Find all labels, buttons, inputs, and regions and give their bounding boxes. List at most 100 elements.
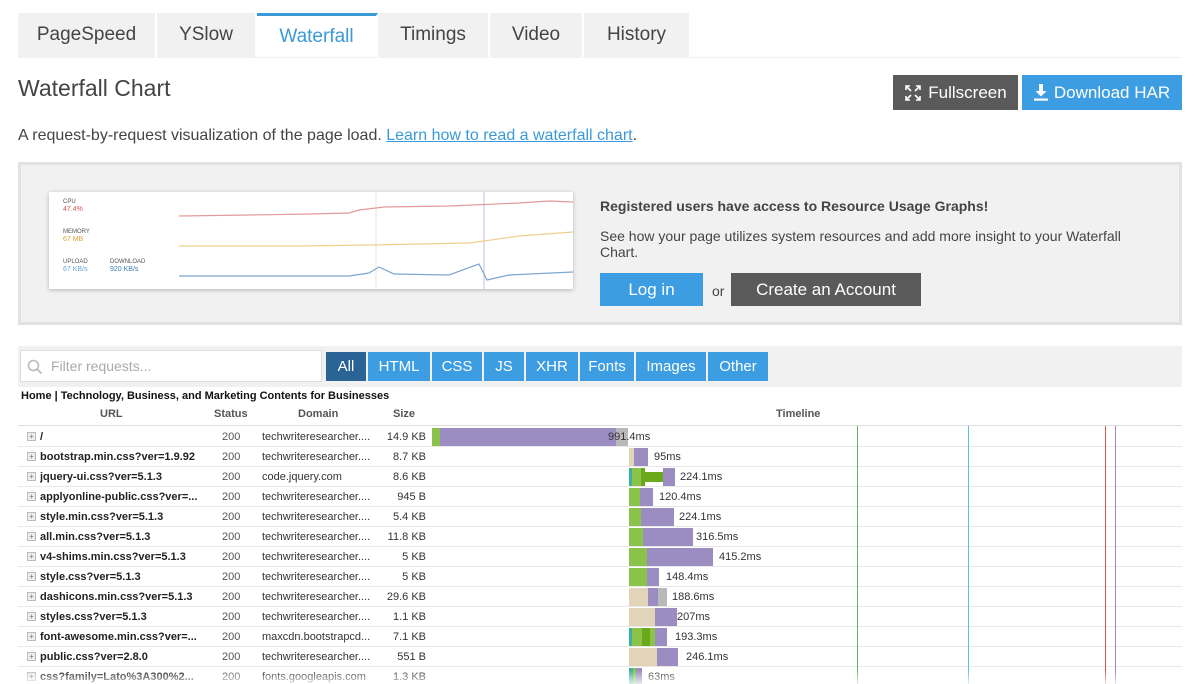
intro-text: A request-by-request visualization of th… — [18, 127, 638, 144]
request-domain: techwriteresearcher.... — [262, 611, 371, 623]
timing-segment-connect — [632, 628, 637, 646]
expand-row-icon[interactable]: + — [27, 592, 36, 601]
timing-segment-blocking — [629, 448, 634, 466]
expand-row-icon[interactable]: + — [27, 492, 36, 501]
download-har-button[interactable]: Download HAR — [1022, 75, 1182, 110]
request-timeline[interactable]: 415.2ms — [430, 547, 1182, 567]
request-size: 8.6 KB — [392, 471, 426, 483]
expand-row-icon[interactable]: + — [27, 652, 36, 661]
request-url: dashicons.min.css?ver=5.1.3 — [40, 591, 193, 603]
request-url: applyonline-public.css?ver=... — [40, 491, 198, 503]
table-row[interactable]: + applyonline-public.css?ver=... 200 techwr… — [18, 487, 1182, 507]
dom-content-loaded-marker — [857, 426, 858, 684]
request-status: 200 — [222, 431, 241, 443]
tab-yslow[interactable]: YSlow — [157, 13, 257, 57]
request-timeline[interactable]: 224.1ms — [430, 467, 1182, 487]
filter-images-button[interactable]: Images — [636, 352, 706, 381]
timing-segment-connect — [432, 428, 440, 446]
request-size: 11.8 KB — [387, 531, 426, 543]
timing-segment-wait — [657, 648, 678, 666]
filter-fonts-button[interactable]: Fonts — [580, 352, 634, 381]
request-duration: 991.4ms — [608, 431, 651, 443]
fullscreen-button[interactable]: Fullscreen — [893, 75, 1018, 110]
request-timeline[interactable]: 316.5ms — [430, 527, 1182, 547]
expand-row-icon[interactable]: + — [27, 452, 36, 461]
request-status: 200 — [222, 531, 241, 543]
filter-html-button[interactable]: HTML — [368, 352, 430, 381]
column-domain[interactable]: Domain — [298, 408, 339, 420]
tab-timings[interactable]: Timings — [378, 13, 490, 57]
table-row[interactable]: + styles.css?ver=5.1.3 200 techwriteresearc… — [18, 607, 1182, 627]
request-status: 200 — [222, 551, 241, 563]
tab-history[interactable]: History — [584, 13, 691, 57]
expand-row-icon[interactable]: + — [27, 632, 36, 641]
table-row[interactable]: + font-awesome.min.css?ver=... 200 maxcdn.b… — [18, 627, 1182, 647]
column-url[interactable]: URL — [100, 408, 123, 420]
timing-segment-receive — [616, 428, 628, 446]
request-size: 1.1 KB — [392, 611, 426, 623]
request-status: 200 — [222, 651, 241, 663]
filter-buttons: All HTML CSS JS XHR Fonts Images Other — [326, 352, 768, 381]
request-size: 5 KB — [402, 571, 426, 583]
column-timeline[interactable]: Timeline — [776, 408, 821, 420]
table-row[interactable]: + style.min.css?ver=5.1.3 200 techwriterese… — [18, 507, 1182, 527]
tab-pagespeed[interactable]: PageSpeed — [18, 13, 157, 57]
request-duration: 316.5ms — [696, 531, 739, 543]
filter-css-button[interactable]: CSS — [432, 352, 482, 381]
table-row[interactable]: + style.css?ver=5.1.3 200 techwriteresearch… — [18, 567, 1182, 587]
expand-row-icon[interactable]: + — [27, 572, 36, 581]
request-domain: code.jquery.com — [262, 471, 342, 483]
expand-row-icon[interactable]: + — [27, 532, 36, 541]
memory-readout: MEMORY 67 MB — [63, 229, 90, 243]
request-url: style.css?ver=5.1.3 — [40, 571, 141, 583]
timing-segment-blocking — [629, 648, 657, 666]
request-timeline[interactable]: 991.4ms — [430, 427, 1182, 447]
timing-segment-blocking — [629, 608, 655, 626]
expand-row-icon[interactable]: + — [27, 472, 36, 481]
filter-bar: All HTML CSS JS XHR Fonts Images Other — [18, 346, 1182, 387]
request-timeline[interactable]: 193.3ms — [430, 627, 1182, 647]
filter-other-button[interactable]: Other — [708, 352, 768, 381]
timing-segment-wait — [643, 528, 693, 546]
filter-all-button[interactable]: All — [326, 352, 366, 381]
table-row[interactable]: + jquery-ui.css?ver=5.1.3 200 code.jquery.c… — [18, 467, 1182, 487]
filter-xhr-button[interactable]: XHR — [526, 352, 578, 381]
table-row[interactable]: + / 200 techwriteresearcher.... 14.9 KB 991.4… — [18, 427, 1182, 447]
expand-row-icon[interactable]: + — [27, 552, 36, 561]
table-row[interactable]: + v4-shims.min.css?ver=5.1.3 200 techwriter… — [18, 547, 1182, 567]
request-url: styles.css?ver=5.1.3 — [40, 611, 147, 623]
timing-segment-wait — [647, 568, 659, 586]
column-status[interactable]: Status — [214, 408, 248, 420]
table-row[interactable]: + dashicons.min.css?ver=5.1.3 200 techwrite… — [18, 587, 1182, 607]
request-status: 200 — [222, 511, 241, 523]
create-account-button[interactable]: Create an Account — [731, 273, 921, 306]
request-timeline[interactable]: 95ms — [430, 447, 1182, 467]
expand-row-icon[interactable]: + — [27, 512, 36, 521]
table-row[interactable]: + public.css?ver=2.8.0 200 techwriteresearc… — [18, 647, 1182, 667]
timing-segment-dns — [629, 628, 632, 646]
request-timeline[interactable]: 188.6ms — [430, 587, 1182, 607]
tab-waterfall[interactable]: Waterfall — [257, 13, 378, 57]
request-status: 200 — [222, 611, 241, 623]
filter-requests-input[interactable] — [51, 355, 311, 377]
request-timeline[interactable]: 246.1ms — [430, 647, 1182, 667]
login-button[interactable]: Log in — [600, 273, 703, 306]
request-size: 5 KB — [402, 551, 426, 563]
upload-readout: UPLOAD 67 KB/s — [63, 259, 88, 273]
column-size[interactable]: Size — [393, 408, 416, 420]
tab-video[interactable]: Video — [490, 13, 584, 57]
expand-row-icon[interactable]: + — [27, 432, 36, 441]
request-duration: 207ms — [677, 611, 711, 623]
learn-waterfall-link[interactable]: Learn how to read a waterfall chart — [386, 127, 633, 144]
scroll-fade — [18, 670, 1182, 684]
request-timeline[interactable]: 120.4ms — [430, 487, 1182, 507]
expand-row-icon[interactable]: + — [27, 612, 36, 621]
filter-js-button[interactable]: JS — [484, 352, 524, 381]
request-timeline[interactable]: 224.1ms — [430, 507, 1182, 527]
request-duration: 246.1ms — [686, 651, 729, 663]
table-row[interactable]: + bootstrap.min.css?ver=1.9.92 200 techwrit… — [18, 447, 1182, 467]
request-timeline[interactable]: 148.4ms — [430, 567, 1182, 587]
request-size: 29.6 KB — [386, 591, 426, 603]
table-row[interactable]: + all.min.css?ver=5.1.3 200 techwriteresear… — [18, 527, 1182, 547]
request-timeline[interactable]: 207ms — [430, 607, 1182, 627]
